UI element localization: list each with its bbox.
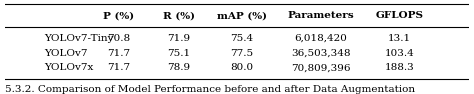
Text: YOLOv7-Tiny: YOLOv7-Tiny [44,34,114,43]
Text: 75.4: 75.4 [230,34,253,43]
Text: 36,503,348: 36,503,348 [291,49,350,58]
Text: 75.1: 75.1 [167,49,191,58]
Text: 13.1: 13.1 [388,34,411,43]
Text: 78.9: 78.9 [167,64,191,72]
Text: 70.8: 70.8 [107,34,130,43]
Text: 71.7: 71.7 [107,49,130,58]
Text: Parameters: Parameters [287,11,354,20]
Text: 6,018,420: 6,018,420 [294,34,347,43]
Text: 70,809,396: 70,809,396 [291,64,350,72]
Text: R (%): R (%) [163,11,195,20]
Text: 80.0: 80.0 [230,64,253,72]
Text: 77.5: 77.5 [230,49,253,58]
Text: YOLOv7x: YOLOv7x [44,64,93,72]
Text: YOLOv7: YOLOv7 [44,49,88,58]
Text: 71.7: 71.7 [107,64,130,72]
Text: 71.9: 71.9 [167,34,191,43]
Text: 188.3: 188.3 [385,64,414,72]
Text: mAP (%): mAP (%) [217,11,267,20]
Text: 5.3.2. Comparison of Model Performance before and after Data Augmentation: 5.3.2. Comparison of Model Performance b… [5,85,415,94]
Text: GFLOPS: GFLOPS [375,11,424,20]
Text: P (%): P (%) [103,11,134,20]
Text: 103.4: 103.4 [385,49,414,58]
